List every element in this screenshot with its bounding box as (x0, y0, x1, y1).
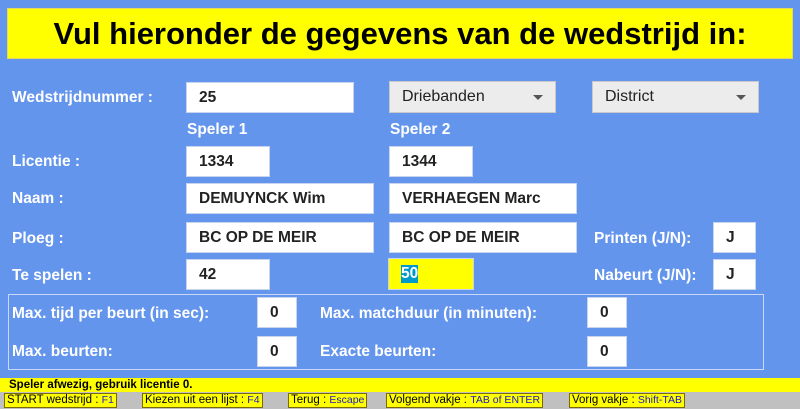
shortcut-label: Terug : (291, 394, 330, 406)
te-spelen-p1-input[interactable]: 42 (186, 259, 270, 290)
max-tijd-input[interactable]: 0 (257, 297, 297, 328)
licentie-p2-input[interactable]: 1344 (389, 146, 473, 177)
nabeurt-label: Nabeurt (J/N): (594, 267, 697, 284)
naam-p2-input[interactable]: VERHAEGEN Marc (389, 183, 577, 214)
shortcut-label: Vorig vakje : (572, 394, 638, 406)
max-beurten-label: Max. beurten: (12, 343, 113, 360)
shortcut-key: F1 (101, 394, 114, 406)
shortcut-key: Shift-TAB (637, 394, 682, 406)
chevron-down-icon (533, 95, 543, 100)
naam-label: Naam : (12, 190, 64, 207)
shortcut-key: F4 (247, 394, 260, 406)
ploeg-p1-input[interactable]: BC OP DE MEIR (186, 222, 374, 253)
limits-group (8, 294, 764, 370)
max-matchduur-label: Max. matchduur (in minuten): (320, 305, 537, 322)
shortcut-back[interactable]: Terug : Escape (288, 393, 368, 408)
shortcut-list[interactable]: Kiezen uit een lijst : F4 (142, 393, 263, 408)
nabeurt-input[interactable]: J (713, 259, 756, 290)
discipline-value: Driebanden (402, 88, 485, 105)
exacte-beurten-label: Exacte beurten: (320, 343, 437, 360)
max-matchduur-input[interactable]: 0 (587, 297, 627, 328)
chevron-down-icon (736, 95, 746, 100)
ploeg-p2-input[interactable]: BC OP DE MEIR (389, 222, 577, 253)
shortcut-start[interactable]: START wedstrijd : F1 (4, 393, 117, 408)
level-select[interactable]: District (592, 81, 759, 113)
shortcut-key: TAB of ENTER (470, 394, 541, 406)
level-value: District (605, 88, 654, 105)
selected-text: 50 (401, 265, 419, 283)
max-beurten-input[interactable]: 0 (257, 336, 297, 367)
player1-header: Speler 1 (187, 121, 248, 138)
shortcut-label: Kiezen uit een lijst : (145, 394, 248, 406)
match-number-label: Wedstrijdnummer : (12, 89, 153, 106)
te-spelen-p2-input[interactable]: 50 (388, 258, 474, 290)
shortcut-key: Escape (329, 394, 365, 406)
licentie-label: Licentie : (12, 153, 81, 170)
match-number-input[interactable]: 25 (186, 82, 354, 113)
shortcut-bar: START wedstrijd : F1 Kiezen uit een lijs… (0, 392, 800, 409)
shortcut-label: Volgend vakje : (389, 394, 471, 406)
licentie-p1-input[interactable]: 1334 (186, 146, 270, 177)
printen-label: Printen (J/N): (594, 230, 692, 247)
shortcut-label: START wedstrijd : (7, 394, 102, 406)
max-tijd-label: Max. tijd per beurt (in sec): (12, 305, 210, 322)
printen-input[interactable]: J (713, 222, 756, 253)
shortcut-next[interactable]: Volgend vakje : TAB of ENTER (386, 393, 544, 408)
shortcut-prev[interactable]: Vorig vakje : Shift-TAB (569, 393, 685, 408)
page-title: Vul hieronder de gegevens van de wedstri… (7, 8, 793, 59)
te-spelen-label: Te spelen : (12, 267, 92, 284)
player2-header: Speler 2 (390, 121, 451, 138)
status-message: Speler afwezig, gebruik licentie 0. (0, 378, 800, 392)
naam-p1-input[interactable]: DEMUYNCK Wim (186, 183, 374, 214)
ploeg-label: Ploeg : (12, 230, 64, 247)
discipline-select[interactable]: Driebanden (389, 81, 556, 113)
exacte-beurten-input[interactable]: 0 (587, 336, 627, 367)
